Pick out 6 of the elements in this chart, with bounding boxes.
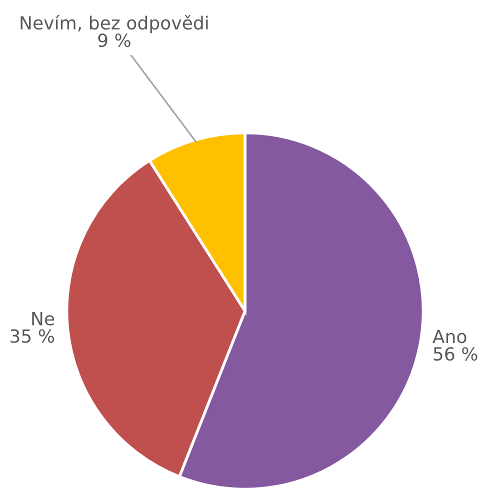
slice-label: Ne: [32, 312, 54, 326]
slice-label: Ano: [432, 330, 466, 344]
slice-label: Nevím, bez odpovědi: [20, 14, 208, 34]
data-label: 9 %: [98, 33, 130, 48]
data-label: 56 %: [434, 347, 478, 361]
data-label: 35 %: [10, 329, 54, 343]
